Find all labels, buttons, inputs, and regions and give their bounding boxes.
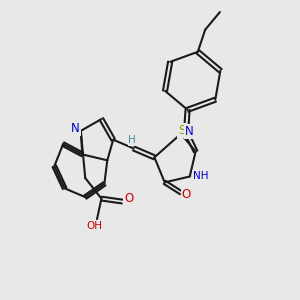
Text: NH: NH <box>193 171 209 181</box>
Text: O: O <box>182 188 191 201</box>
Text: N: N <box>185 125 194 138</box>
Text: S: S <box>178 124 185 137</box>
Text: OH: OH <box>87 221 103 231</box>
Text: O: O <box>124 192 133 205</box>
Text: N: N <box>71 122 80 135</box>
Text: H: H <box>128 135 136 145</box>
